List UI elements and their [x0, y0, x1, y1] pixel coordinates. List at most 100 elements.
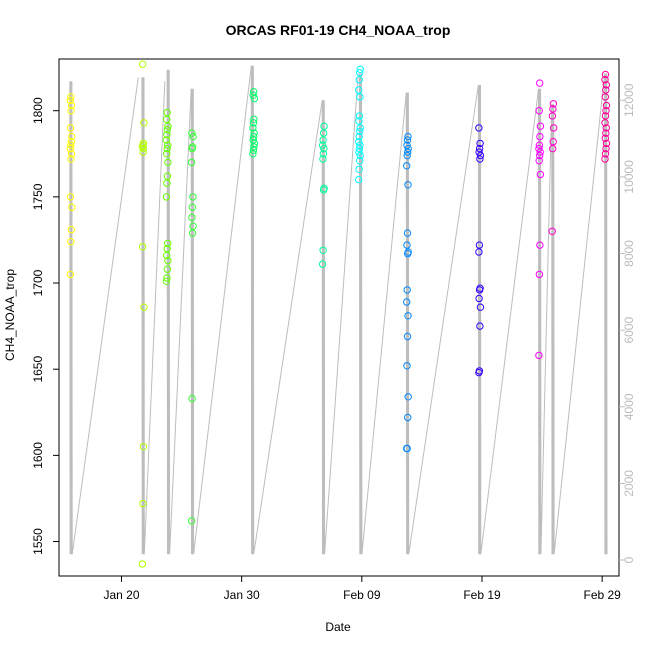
altitude-trace-0 [69, 77, 139, 555]
ch4-point [601, 134, 609, 143]
ch4-point [602, 81, 610, 89]
ch4-point [249, 136, 257, 144]
ch4-point [403, 444, 411, 453]
ch4-point [355, 86, 363, 94]
ch4-point [355, 132, 363, 141]
ch4-point [536, 132, 544, 141]
ch4-point [189, 132, 197, 141]
ch4-point [403, 136, 412, 144]
ch4-point [356, 141, 364, 149]
ch4-point [548, 227, 556, 236]
ch4-point [601, 112, 610, 120]
ch4-point [139, 144, 148, 153]
ch4-point [67, 141, 75, 149]
y2-tick-label: 6000 [622, 317, 636, 344]
ch4-point [163, 251, 171, 260]
ch4-point [404, 132, 412, 141]
ch4-point [475, 294, 483, 303]
ch4-point [189, 193, 197, 201]
ch4-point [535, 157, 543, 165]
y2-tick-label: 4000 [622, 393, 636, 420]
ch4-point [138, 560, 147, 568]
ch4-point [476, 303, 485, 311]
ch4-point [536, 122, 545, 130]
ch4-point [403, 362, 411, 370]
ch4-point [249, 146, 258, 155]
ch4-point [550, 124, 558, 132]
chart-title: ORCAS RF01-19 CH4_NOAA_trop [226, 22, 451, 38]
y-axis: 1550 1600 1650 1700 1750 1800 [31, 97, 59, 555]
ch4-point [476, 139, 484, 148]
x-tick-label: Feb 19 [463, 588, 501, 602]
altitude-trace-9 [538, 88, 553, 555]
ch4-point [67, 238, 75, 246]
ch4-point [163, 265, 172, 273]
ch4-point [535, 270, 544, 279]
x-tick-label: Feb 29 [583, 588, 621, 602]
ch4-point [250, 132, 258, 141]
ch4-point [355, 144, 364, 153]
ch4-point [602, 139, 611, 148]
ch4-point [139, 499, 147, 508]
ch4-point [355, 175, 363, 184]
ch4-point [66, 144, 75, 153]
ch4-point [318, 260, 327, 268]
ch4-point [319, 155, 327, 163]
ch4-point [139, 443, 148, 451]
y2-tick-label: 12000 [622, 83, 636, 117]
altitude-trace-8 [477, 84, 539, 555]
y2-tick-label: 10000 [622, 160, 636, 194]
altitude-trace-11 [604, 73, 608, 555]
ch4-point [535, 107, 543, 115]
ch4-point [601, 76, 609, 84]
ch4-point [602, 124, 610, 132]
ch4-point [475, 248, 483, 256]
ch4-point [163, 144, 171, 153]
ch4-point [138, 60, 147, 68]
ch4-point [476, 155, 484, 163]
ch4-point [319, 150, 328, 158]
ch4-point [602, 107, 610, 115]
ch4-point [67, 150, 76, 158]
ch4-point [250, 129, 258, 137]
altitude-trace-5 [321, 73, 359, 555]
ch4-point [189, 222, 197, 230]
ch4-point [163, 172, 172, 180]
ch4-point [319, 246, 327, 255]
ch4-point [139, 148, 147, 156]
ch4-point [249, 150, 257, 158]
ch4-point [404, 393, 412, 401]
ch4-point [356, 93, 364, 101]
ch4-point [356, 65, 364, 74]
ch4-point [548, 112, 557, 120]
x-tick-label: Jan 20 [103, 588, 139, 602]
ch4-point [602, 86, 610, 94]
altitude-trace-6 [358, 73, 407, 555]
ch4-point [404, 312, 412, 320]
ch4-point [164, 141, 172, 149]
ch4-point [403, 241, 411, 249]
ch4-point [164, 122, 172, 130]
ch4-point [140, 119, 148, 127]
ch4-point [250, 115, 258, 124]
ch4-point [67, 155, 75, 163]
y-axis-label: CH4_NOAA_trop [3, 269, 17, 361]
ch4-point [601, 119, 609, 127]
y2-axis: 0 2000 4000 6000 8000 10000 12000 [619, 83, 636, 563]
ch4-point [475, 367, 484, 375]
ch4-point [188, 229, 197, 237]
ch4-point [319, 129, 328, 137]
ch4-point [535, 141, 544, 149]
ch4-point [403, 229, 412, 237]
x-axis: Jan 20 Jan 30 Feb 09 Feb 19 Feb 29 [103, 576, 621, 602]
ch4-point [475, 241, 484, 249]
ch4-point [140, 303, 148, 311]
ch4-point [403, 298, 411, 306]
ch4-point [138, 243, 147, 251]
ch4-point [66, 124, 75, 132]
ch4-point [66, 193, 75, 201]
ch4-point [404, 144, 412, 153]
ch4-point [535, 351, 543, 360]
ch4-point [320, 122, 328, 130]
